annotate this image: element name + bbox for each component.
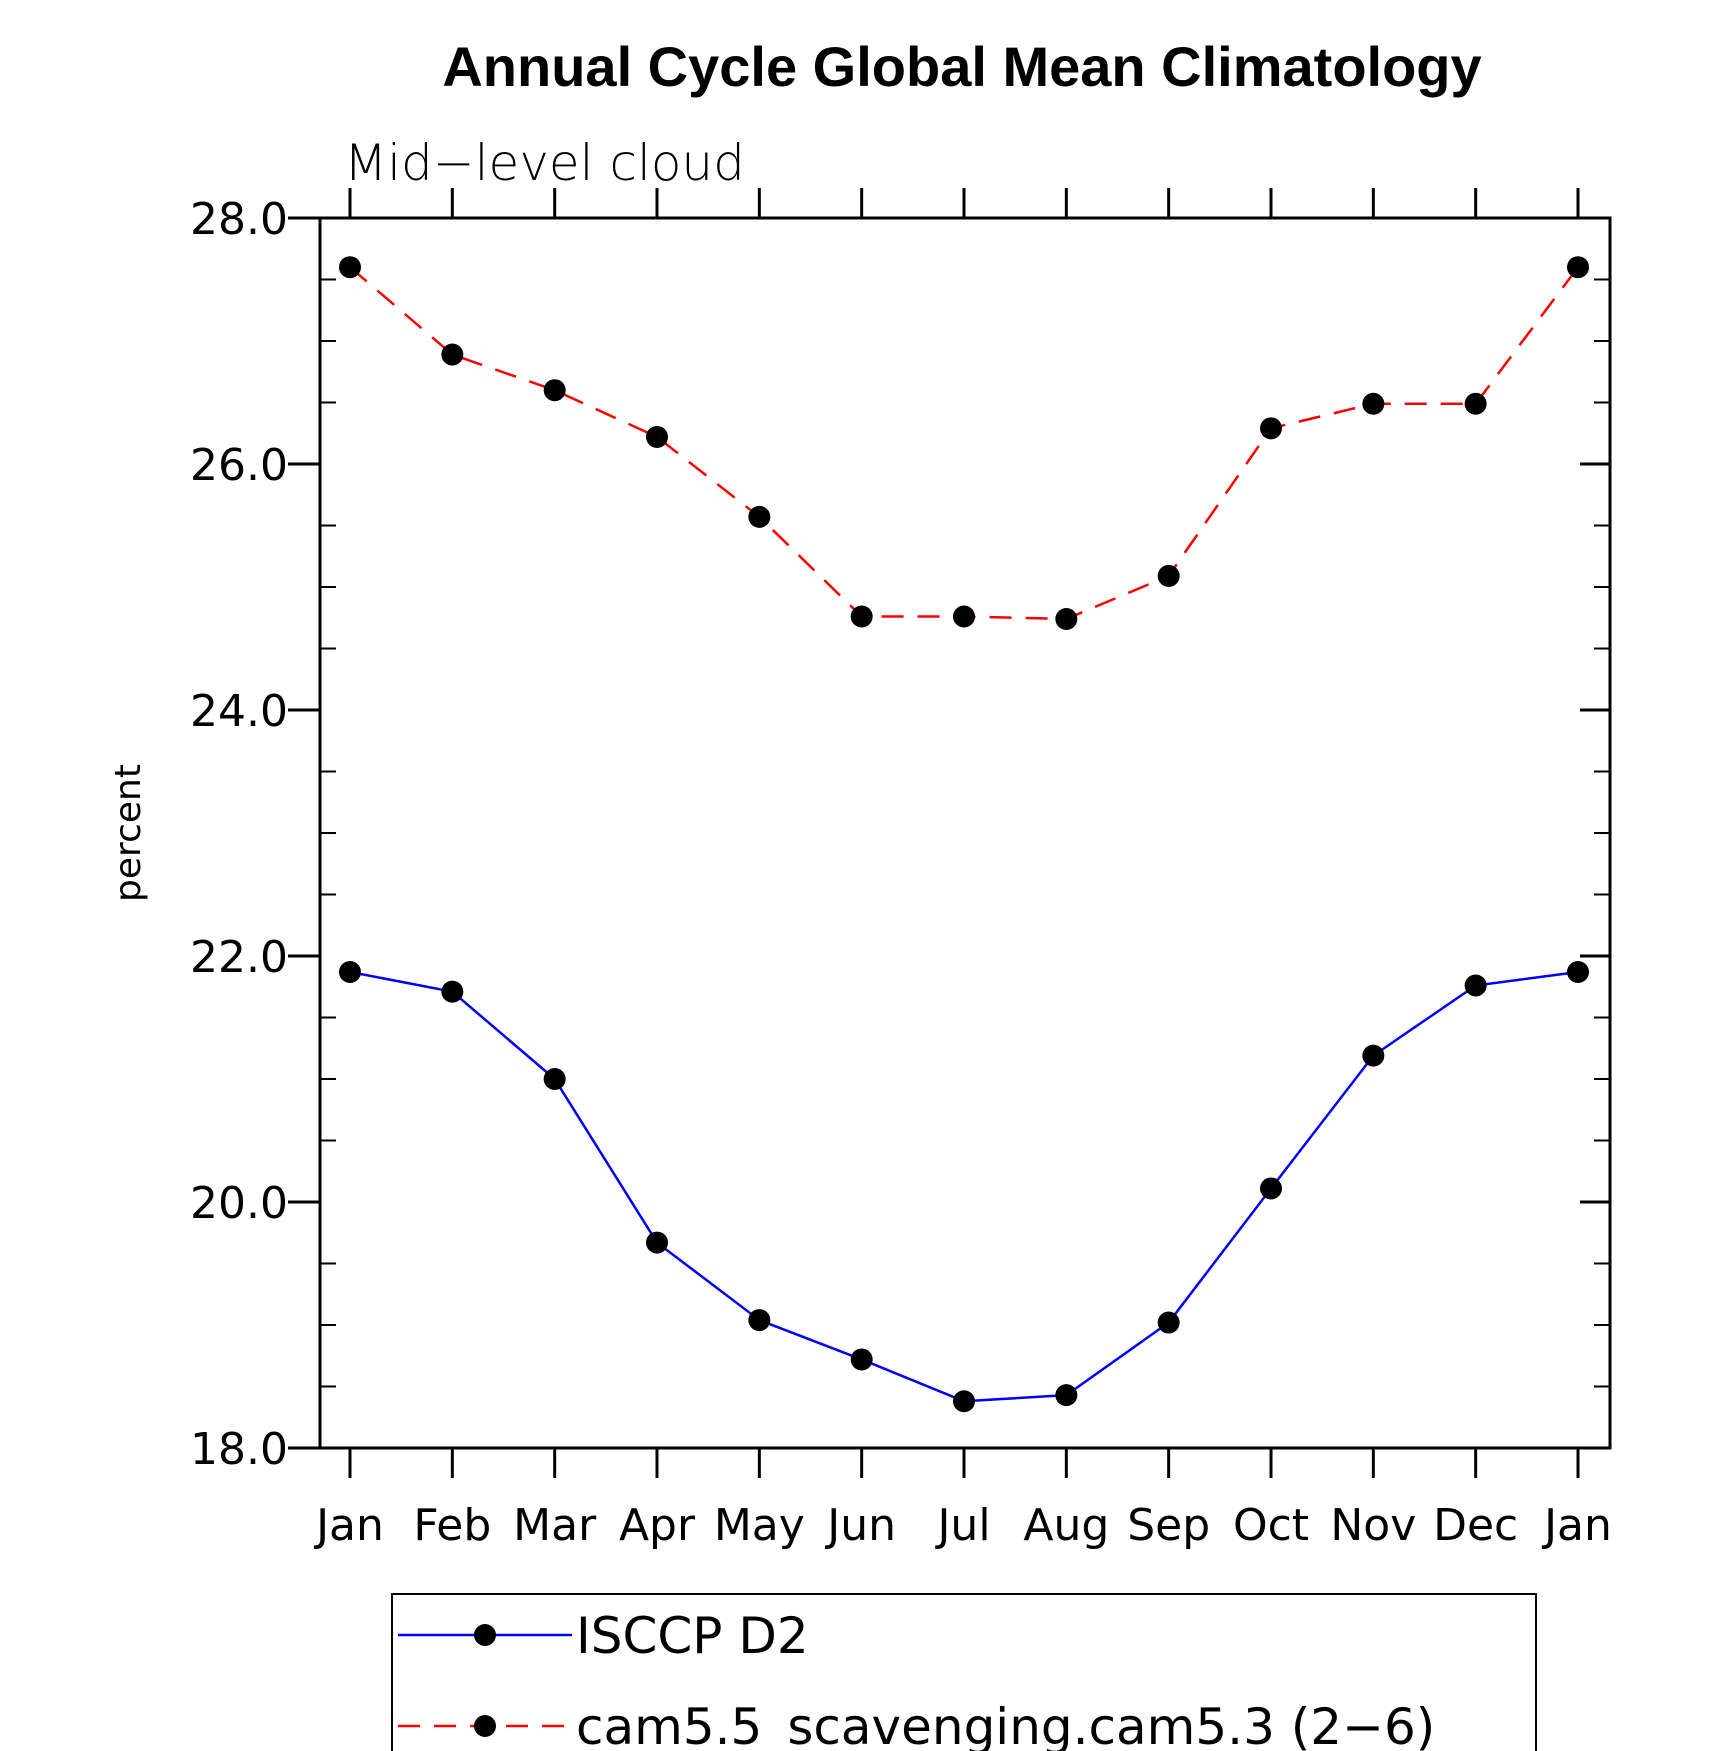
y-tick-label: 28.0 [190,194,288,245]
x-tick-label: Nov [1330,1500,1416,1551]
data-point [1362,1044,1385,1067]
x-tick-label: Feb [413,1500,491,1551]
data-point [1567,256,1589,279]
data-point [953,1390,975,1413]
legend-box [391,1593,1537,1751]
legend-marker [474,1624,496,1646]
x-tick-label: Dec [1433,1500,1518,1551]
legend-marker [474,1715,496,1737]
y-tick-label: 24.0 [190,686,288,737]
y-axis-label: percent [108,764,149,902]
legend-items: ISCCP D2 cam5.5_scavenging.cam5.3 (2−6) [398,1607,1435,1751]
data-point [646,425,668,448]
data-point [850,605,873,628]
x-tick-label: Aug [1023,1500,1109,1551]
y-tick-labels: 18.0 20.0 22.0 24.0 26.0 28.0 [190,194,288,1475]
data-point [953,605,975,628]
data-point [1567,960,1589,983]
x-tick-label: Jan [313,1500,384,1551]
data-point [1362,392,1385,415]
x-tick-label: Jun [824,1500,896,1551]
x-tick-label: Apr [619,1500,696,1551]
x-tick-label: Sep [1127,1500,1210,1551]
y-tick-label: 18.0 [190,1424,288,1475]
series-line [349,266,1580,621]
data-point [850,1348,873,1371]
data-point [339,256,361,279]
y-tick-label: 22.0 [190,932,288,983]
series-2 [339,256,1589,630]
data-point [441,343,464,366]
data-point [339,960,361,983]
series-layer [339,256,1589,1413]
data-point [1055,1384,1078,1407]
x-tick-labels: Jan Feb Mar Apr May Jun Jul Aug Sep Oct Nov Dec Jan [313,1500,1612,1551]
y-tick-label: 20.0 [190,1178,288,1229]
series-1 [339,960,1589,1413]
data-point [748,1309,771,1332]
x-tick-label: May [714,1500,805,1551]
data-point [1157,1311,1180,1334]
data-point [1055,607,1078,630]
data-point [543,379,566,402]
data-point [748,505,771,528]
chart-subtitle: Mid−level cloud [344,134,745,192]
data-point [646,1231,668,1254]
axis-ticks [288,188,1610,1478]
legend-label: cam5.5_scavenging.cam5.3 (2−6) [576,1698,1435,1751]
x-tick-label: Jul [934,1500,990,1551]
series-line [349,970,1579,1403]
data-point [543,1068,566,1090]
data-point [1464,392,1487,415]
x-tick-label: Mar [513,1500,597,1551]
data-point [1260,417,1282,440]
x-tick-label: Oct [1233,1500,1309,1551]
legend-label: ISCCP D2 [576,1607,809,1665]
data-point [441,980,464,1003]
chart-title: Annual Cycle Global Mean Climatology [442,35,1481,98]
data-point [1157,564,1180,587]
legend: ISCCP D2 cam5.5_scavenging.cam5.3 (2−6) [391,1593,1537,1751]
x-tick-label: Jan [1541,1500,1612,1551]
data-point [1260,1177,1282,1200]
y-tick-label: 26.0 [190,440,288,491]
data-point [1464,974,1487,997]
